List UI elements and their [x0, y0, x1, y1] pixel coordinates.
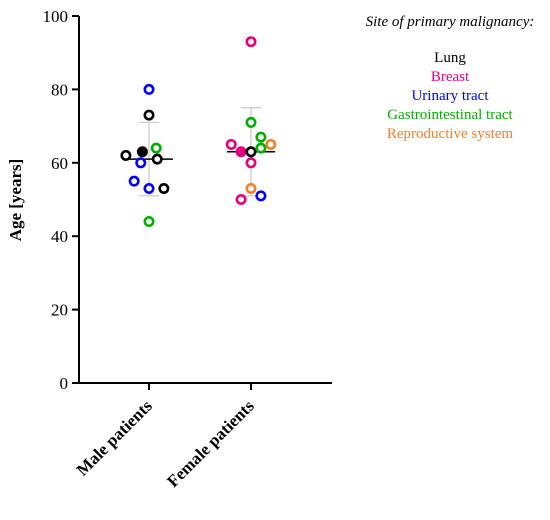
- y-axis-title: Age [years]: [6, 159, 25, 242]
- y-tick-label: 40: [51, 227, 68, 246]
- legend-title: Site of primary malignancy:: [365, 14, 535, 30]
- data-point: [150, 142, 162, 154]
- y-tick-label: 0: [60, 374, 69, 393]
- data-point: [135, 157, 147, 169]
- legend-items: Lung Breast Urinary tract Gastrointestinal …: [352, 49, 548, 144]
- data-point: [255, 142, 267, 154]
- x-tick-label: Female patients: [163, 396, 258, 491]
- legend-item: Lung: [434, 50, 466, 66]
- data-point: [245, 116, 257, 128]
- legend: Site of primary malignancy: Lung Breast Ur…: [352, 14, 548, 144]
- y-tick-label: 100: [43, 7, 69, 26]
- data-point: [128, 175, 140, 187]
- data-point: [255, 131, 267, 143]
- data-point: [143, 83, 155, 95]
- data-point: [245, 36, 257, 48]
- data-point: [245, 182, 257, 194]
- y-tick-label: 20: [51, 301, 68, 320]
- axes: 0 20 40 60 80 100 Male patients Female patients: [43, 7, 332, 491]
- data-point: [151, 153, 163, 165]
- data-point: [143, 216, 155, 228]
- data-point: [265, 138, 277, 150]
- legend-item: Gastrointestinal tract: [387, 107, 513, 123]
- data-point: [136, 146, 148, 158]
- y-tick-label: 60: [51, 154, 68, 173]
- data-point: [245, 146, 257, 158]
- data-point: [225, 138, 237, 150]
- data-point: [235, 194, 247, 206]
- data-point: [143, 182, 155, 194]
- data-point: [120, 149, 132, 161]
- data-points: [120, 36, 277, 228]
- legend-item: Reproductive system: [386, 126, 514, 142]
- legend-item: Urinary tract: [411, 88, 489, 104]
- data-point: [235, 146, 247, 158]
- y-tick-label: 80: [51, 80, 68, 99]
- data-point: [143, 109, 155, 121]
- data-point: [255, 190, 267, 202]
- x-tick-label: Male patients: [73, 396, 156, 479]
- legend-item: Breast: [430, 69, 470, 85]
- data-point: [245, 157, 257, 169]
- data-point: [158, 182, 170, 194]
